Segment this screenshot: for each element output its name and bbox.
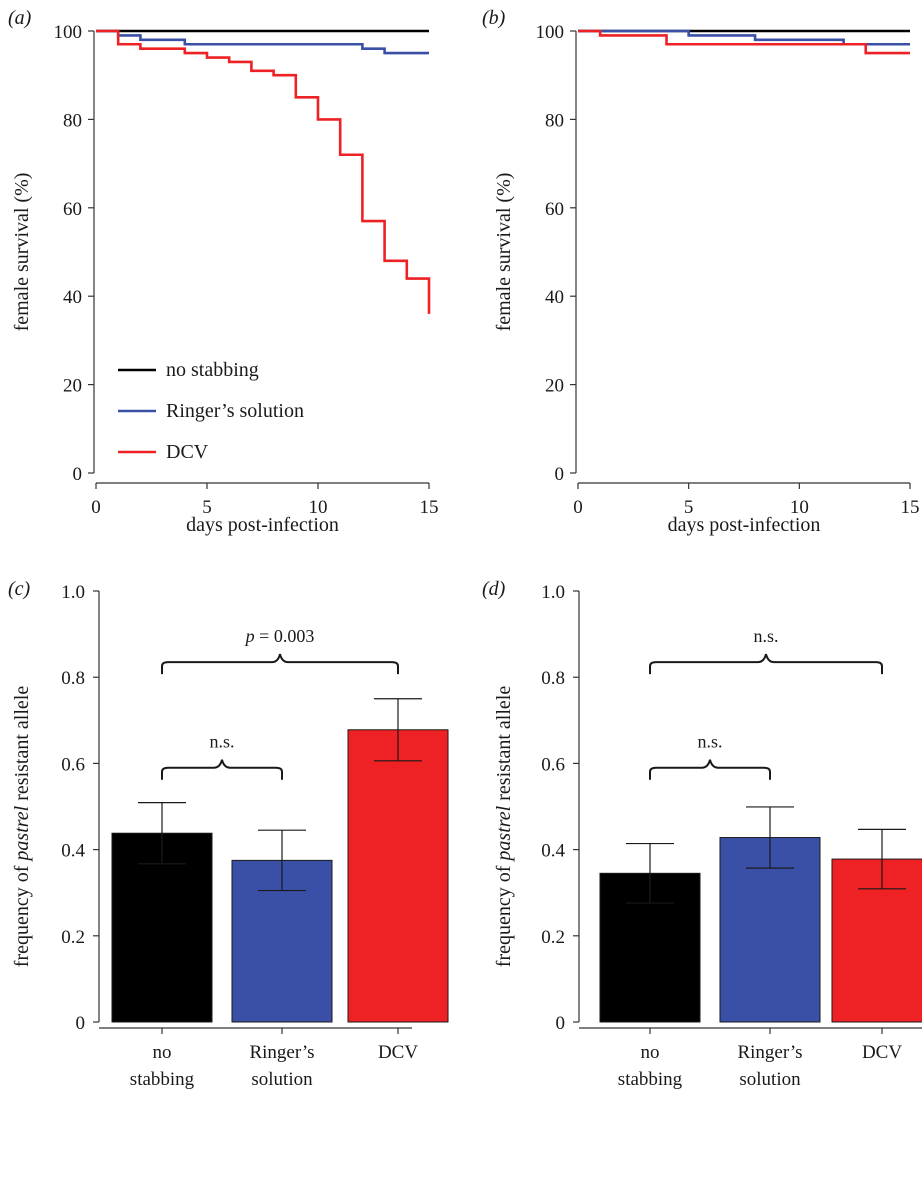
y-tick-label: 0.6 [541, 754, 565, 775]
p-value: = 0.003 [255, 626, 315, 646]
y-tick-label: 60 [63, 199, 82, 220]
y-tick-label: 0.6 [61, 754, 85, 775]
bar-panel-c: (c) 0 0.2 0.4 0.6 0.8 1.0 frequency of pastrel … [8, 578, 449, 1090]
x-tick-label: 10 [790, 497, 809, 518]
legend-entry: DCV [166, 441, 209, 463]
y-axis-label-part: resistant allele [11, 686, 33, 806]
category-label-line1: Ringer’s [737, 1042, 802, 1063]
y-tick-label: 100 [54, 22, 83, 43]
series-line-dcv [578, 29, 910, 55]
category-label-line1: Ringer’s [249, 1042, 314, 1063]
comparison-bracket [649, 759, 771, 780]
comparison-bracket [161, 759, 283, 780]
category-label-line2: solution [739, 1069, 801, 1090]
category-label-line1: DCV [378, 1042, 418, 1063]
x-axis-label: days post-infection [186, 514, 339, 536]
comparison-bracket [161, 653, 399, 675]
survival-panel-b: (b) 0 20 40 60 80 100 0 5 10 15 days post-infection… [482, 7, 920, 536]
y-tick-label: 100 [536, 22, 565, 43]
y-tick-label: 0.8 [61, 668, 85, 689]
y-axis-label-italic: pastrel [493, 805, 515, 862]
y-tick-label: 0 [556, 1013, 566, 1034]
bar-panel-d: (d) 0 0.2 0.4 0.6 0.8 1.0 frequency of pastrel … [482, 578, 922, 1090]
panel-label: (d) [482, 578, 506, 600]
y-tick-label: 40 [63, 287, 82, 308]
bar-dcv [347, 729, 449, 1023]
y-tick-label: 0.4 [541, 841, 565, 862]
comparison-label: n.s. [209, 732, 234, 752]
comparison-bracket [649, 653, 883, 675]
panel-label: (b) [482, 7, 506, 29]
x-tick-label: 10 [309, 497, 328, 518]
y-axis-label: frequency of pastrel resistant allele [493, 686, 515, 968]
panel-label: (a) [8, 7, 32, 29]
y-tick-label: 20 [63, 376, 82, 397]
y-tick-label: 1.0 [61, 582, 85, 603]
y-tick-label: 0 [76, 1013, 86, 1034]
y-axis-label: female survival (%) [11, 173, 33, 332]
series-line-ringers [578, 29, 910, 46]
y-axis-label-part: frequency of [11, 861, 33, 968]
y-tick-label: 80 [63, 110, 82, 131]
y-tick-label: 0 [73, 464, 83, 485]
category-label-line1: no [641, 1042, 660, 1063]
y-tick-label: 0.8 [541, 668, 565, 689]
legend-entry: Ringer’s solution [166, 400, 304, 422]
y-tick-label: 0.2 [61, 927, 85, 948]
x-tick-label: 15 [420, 497, 439, 518]
y-axis-label-part: frequency of [493, 861, 515, 968]
comparison-label: p = 0.003 [244, 626, 315, 646]
y-tick-label: 60 [545, 199, 564, 220]
y-axis-label-italic: pastrel [11, 805, 33, 862]
x-tick-label: 0 [91, 497, 101, 518]
panel-label: (c) [8, 578, 31, 600]
y-tick-label: 1.0 [541, 582, 565, 603]
comparison-label: n.s. [697, 732, 722, 752]
category-label-line1: no [153, 1042, 172, 1063]
legend-entry: no stabbing [166, 359, 259, 381]
comparison-label: n.s. [753, 626, 778, 646]
y-tick-label: 20 [545, 376, 564, 397]
x-tick-label: 15 [901, 497, 920, 518]
y-axis-label: frequency of pastrel resistant allele [11, 686, 33, 968]
category-label-line1: DCV [862, 1042, 902, 1063]
x-tick-label: 0 [573, 497, 583, 518]
survival-panel-a: (a) 0 20 40 60 80 100 0 5 10 15 days post-infection… [8, 7, 439, 536]
series-line-dcv [96, 29, 431, 314]
category-label-line2: solution [251, 1069, 313, 1090]
y-tick-label: 80 [545, 110, 564, 131]
y-tick-label: 0.4 [61, 841, 85, 862]
category-label-line2: stabbing [618, 1069, 683, 1090]
y-tick-label: 0.2 [541, 927, 565, 948]
y-tick-label: 40 [545, 287, 564, 308]
y-axis-label: female survival (%) [493, 173, 515, 332]
y-tick-label: 0 [555, 464, 565, 485]
category-label-line2: stabbing [130, 1069, 195, 1090]
y-axis-label-part: resistant allele [493, 686, 515, 806]
p-symbol: p [244, 626, 255, 646]
bar-dcv [831, 858, 922, 1023]
x-tick-label: 5 [202, 497, 212, 518]
x-axis-label: days post-infection [668, 514, 821, 536]
x-tick-label: 5 [684, 497, 694, 518]
